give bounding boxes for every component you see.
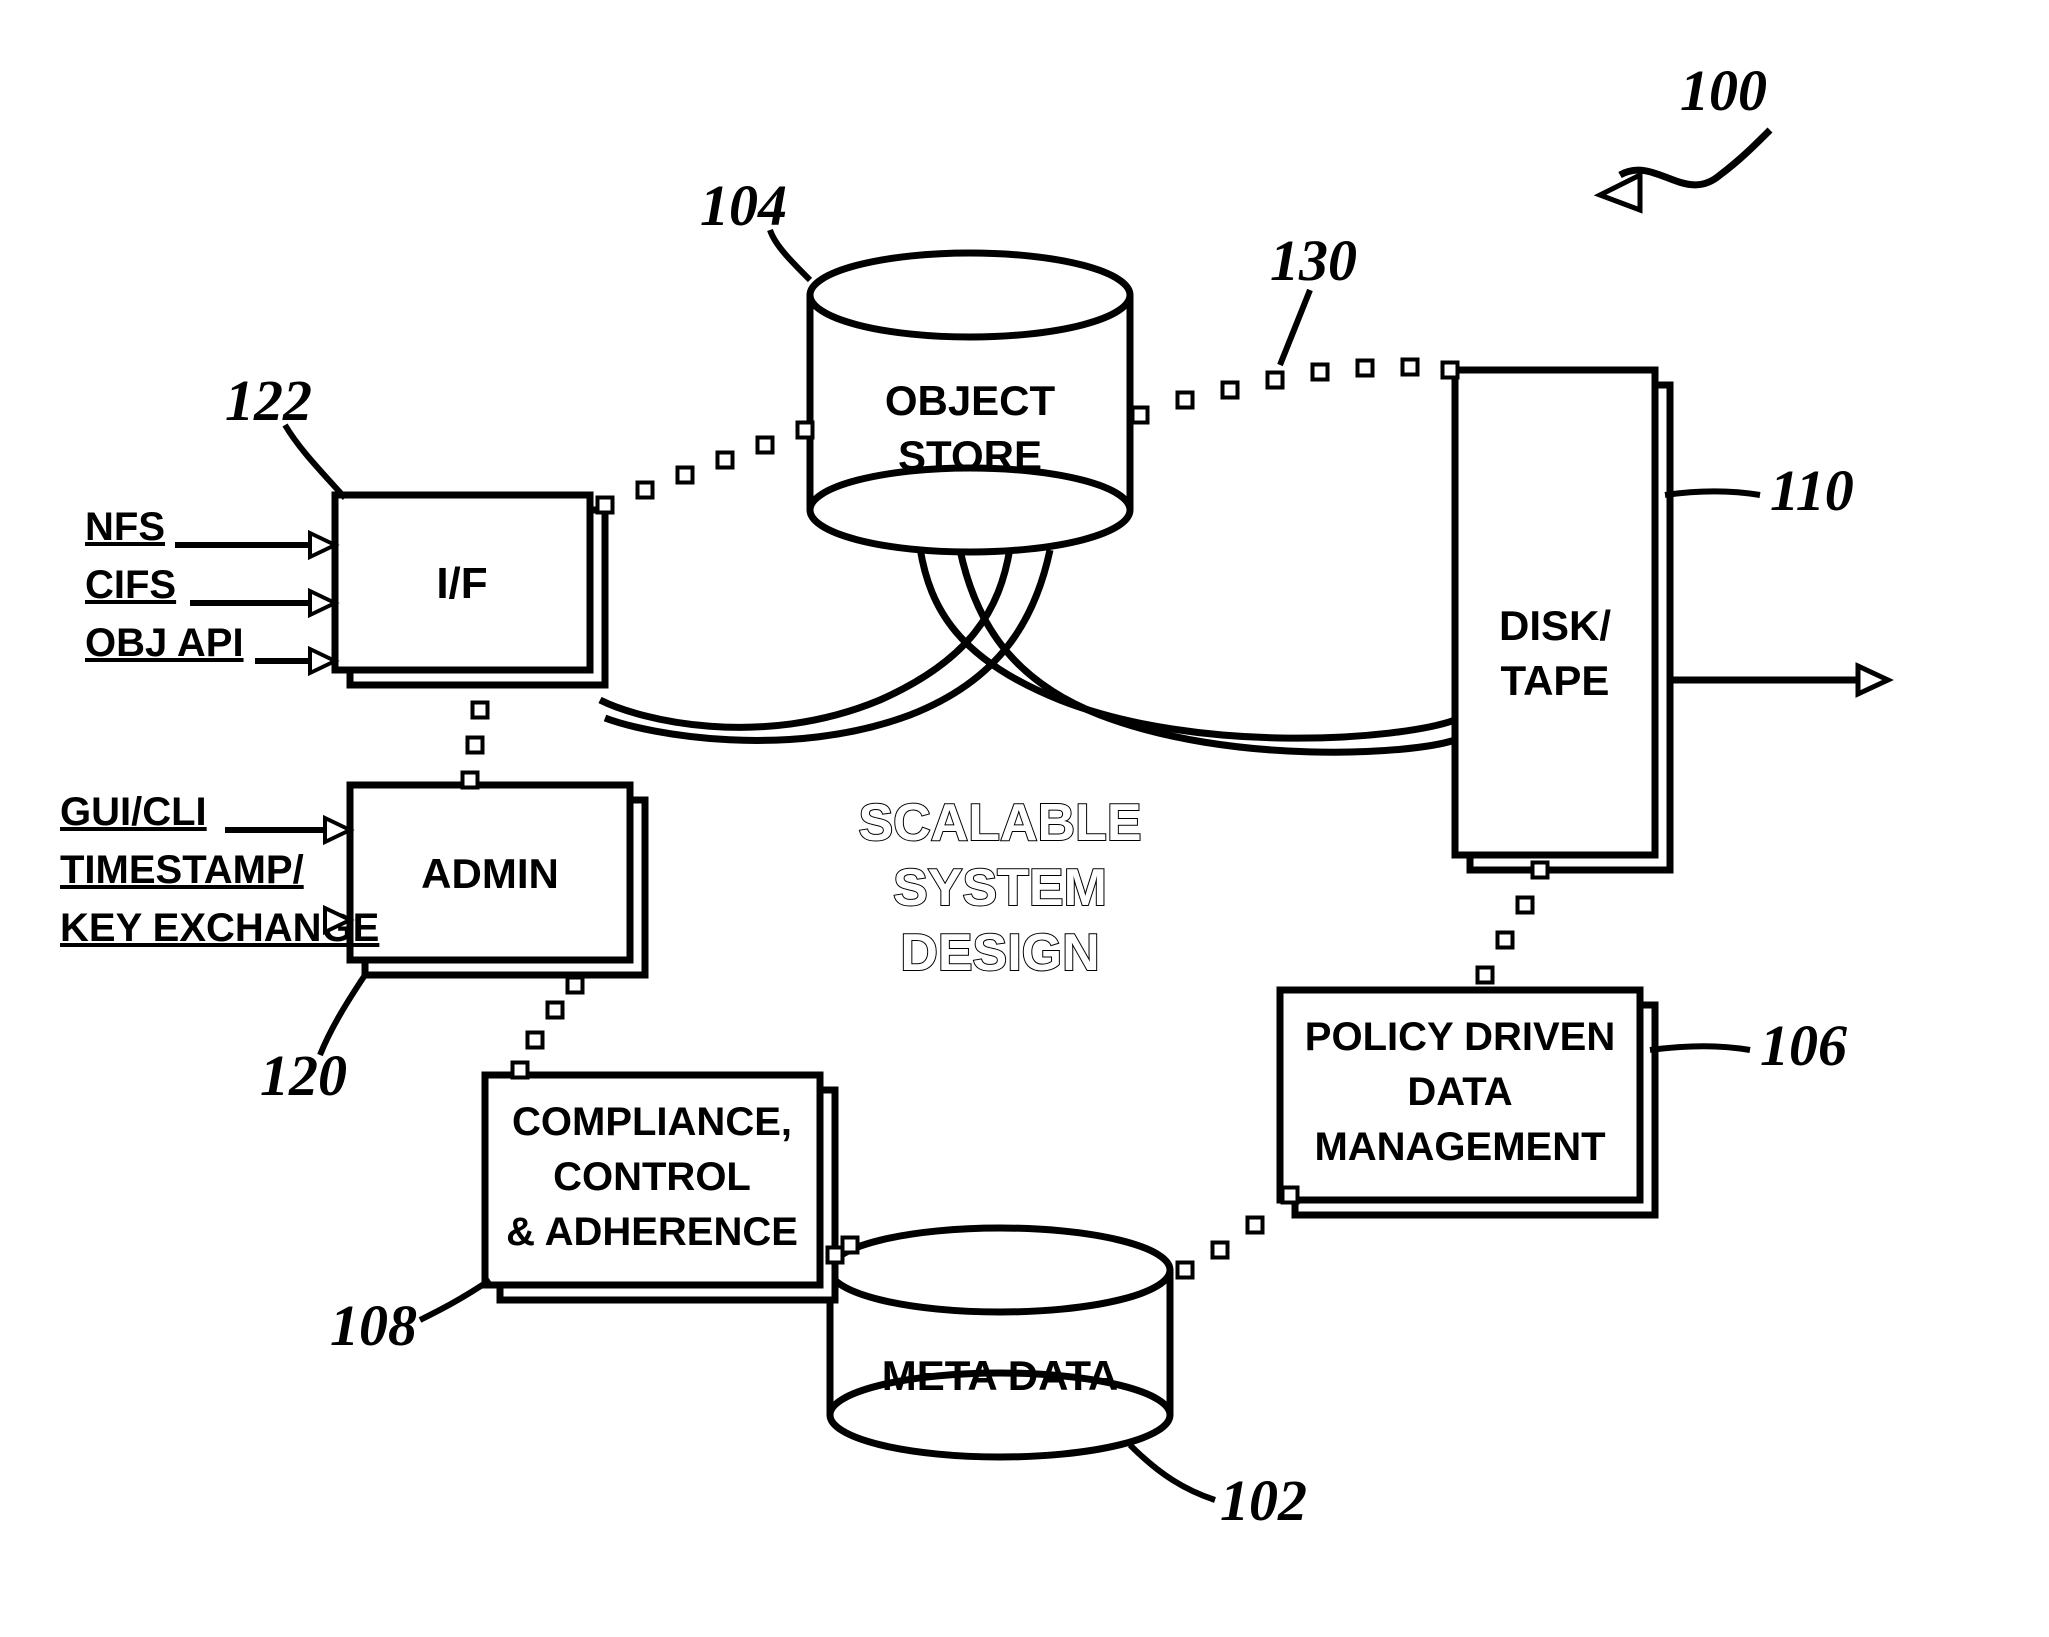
dotted-ring-square xyxy=(1443,363,1458,378)
dotted-ring-square xyxy=(1178,1263,1193,1278)
dotted-ring-square xyxy=(463,773,478,788)
dotted-ring-square xyxy=(1248,1218,1263,1233)
if-input-0: NFS xyxy=(85,505,165,549)
dotted-ring-square xyxy=(828,1248,843,1263)
dotted-ring-square xyxy=(1133,408,1148,423)
center-text-1: SCALABLE xyxy=(858,794,1141,852)
policy-ref: 106 xyxy=(1760,1013,1847,1078)
if-input-2: OBJ API xyxy=(85,621,244,665)
disk-tape-ref-leader xyxy=(1665,491,1760,495)
compliance-label-1: COMPLIANCE, xyxy=(512,1100,792,1144)
dotted-ring-square xyxy=(1223,383,1238,398)
meta-data-ref: 102 xyxy=(1220,1468,1307,1533)
if-ref-leader xyxy=(285,425,345,498)
policy-label-1: POLICY DRIVEN xyxy=(1305,1015,1615,1059)
dotted-ring-square xyxy=(1518,898,1533,913)
dotted-ring-square xyxy=(468,738,483,753)
compliance-ref: 108 xyxy=(330,1293,417,1358)
meta-data-label: META DATA xyxy=(882,1352,1118,1399)
figure-ref-arrowhead xyxy=(1600,175,1640,210)
compliance-ref-leader xyxy=(420,1280,490,1320)
figure-ref-label: 100 xyxy=(1680,58,1767,123)
ribbon-a2 xyxy=(960,550,1455,752)
admin-input-0: GUI/CLI xyxy=(60,790,207,834)
dotted-ring-square xyxy=(758,438,773,453)
center-text-3: DESIGN xyxy=(900,924,1099,982)
ribbon-b2 xyxy=(605,550,1050,740)
dotted-ring-square xyxy=(1283,1188,1298,1203)
dotted-ring-square xyxy=(473,703,488,718)
compliance-box: COMPLIANCE, CONTROL & ADHERENCE xyxy=(485,1075,835,1300)
if-box: I/F xyxy=(335,495,605,685)
ring-ref-leader xyxy=(1280,290,1310,365)
policy-box: POLICY DRIVEN DATA MANAGEMENT xyxy=(1280,990,1655,1215)
if-input-1: CIFS xyxy=(85,563,176,607)
ring-ref: 130 xyxy=(1270,228,1357,293)
dotted-ring-square xyxy=(718,453,733,468)
admin-box: ADMIN xyxy=(350,785,645,975)
system-diagram: 100 OBJECT STORE 104 META DATA 102 I/F 1… xyxy=(0,0,2049,1637)
compliance-label-3: & ADHERENCE xyxy=(506,1210,798,1254)
object-store-ref: 104 xyxy=(700,173,787,238)
dotted-ring-square xyxy=(678,468,693,483)
meta-data-ref-leader xyxy=(1130,1445,1215,1500)
dotted-ring-square xyxy=(568,978,583,993)
if-ref: 122 xyxy=(225,368,312,433)
policy-ref-leader xyxy=(1650,1046,1750,1050)
dotted-ring-square xyxy=(528,1033,543,1048)
dotted-ring-square xyxy=(1533,863,1548,878)
center-text-2: SYSTEM xyxy=(893,859,1107,917)
disk-tape-label-1: DISK/ xyxy=(1499,602,1611,649)
admin-box-label: ADMIN xyxy=(421,850,559,897)
dotted-ring-square xyxy=(548,1003,563,1018)
if-box-label: I/F xyxy=(436,559,487,608)
object-store-label-2: STORE xyxy=(898,432,1042,479)
dotted-ring-square xyxy=(798,423,813,438)
dotted-ring-square xyxy=(1478,968,1493,983)
admin-input-1: TIMESTAMP/ xyxy=(60,848,304,892)
dotted-ring-square xyxy=(1213,1243,1228,1258)
disk-tape-ref: 110 xyxy=(1770,458,1854,523)
dotted-ring-square xyxy=(1403,360,1418,375)
admin-ref: 120 xyxy=(260,1043,347,1108)
dotted-ring-square xyxy=(1498,933,1513,948)
object-store-label-1: OBJECT xyxy=(885,377,1056,424)
disk-tape-box: DISK/ TAPE xyxy=(1455,370,1670,870)
policy-label-3: MANAGEMENT xyxy=(1314,1125,1605,1169)
admin-inputs: GUI/CLI TIMESTAMP/ KEY EXCHANGE xyxy=(60,790,379,950)
disk-tape-output-arrowhead xyxy=(1858,666,1888,694)
dotted-ring-square xyxy=(638,483,653,498)
dotted-ring-square xyxy=(513,1063,528,1078)
object-store-cylinder: OBJECT STORE xyxy=(810,253,1130,552)
compliance-label-2: CONTROL xyxy=(553,1155,751,1199)
dotted-ring-square xyxy=(1268,373,1283,388)
policy-label-2: DATA xyxy=(1407,1070,1512,1114)
dotted-ring-square xyxy=(1178,393,1193,408)
disk-tape-label-2: TAPE xyxy=(1501,657,1610,704)
if-inputs: NFS CIFS OBJ API xyxy=(85,505,335,673)
dotted-ring-square xyxy=(1313,365,1328,380)
meta-data-cylinder: META DATA xyxy=(830,1228,1170,1457)
dotted-ring-square xyxy=(843,1238,858,1253)
dotted-ring-square xyxy=(1358,361,1373,376)
dotted-ring-square xyxy=(598,498,613,513)
